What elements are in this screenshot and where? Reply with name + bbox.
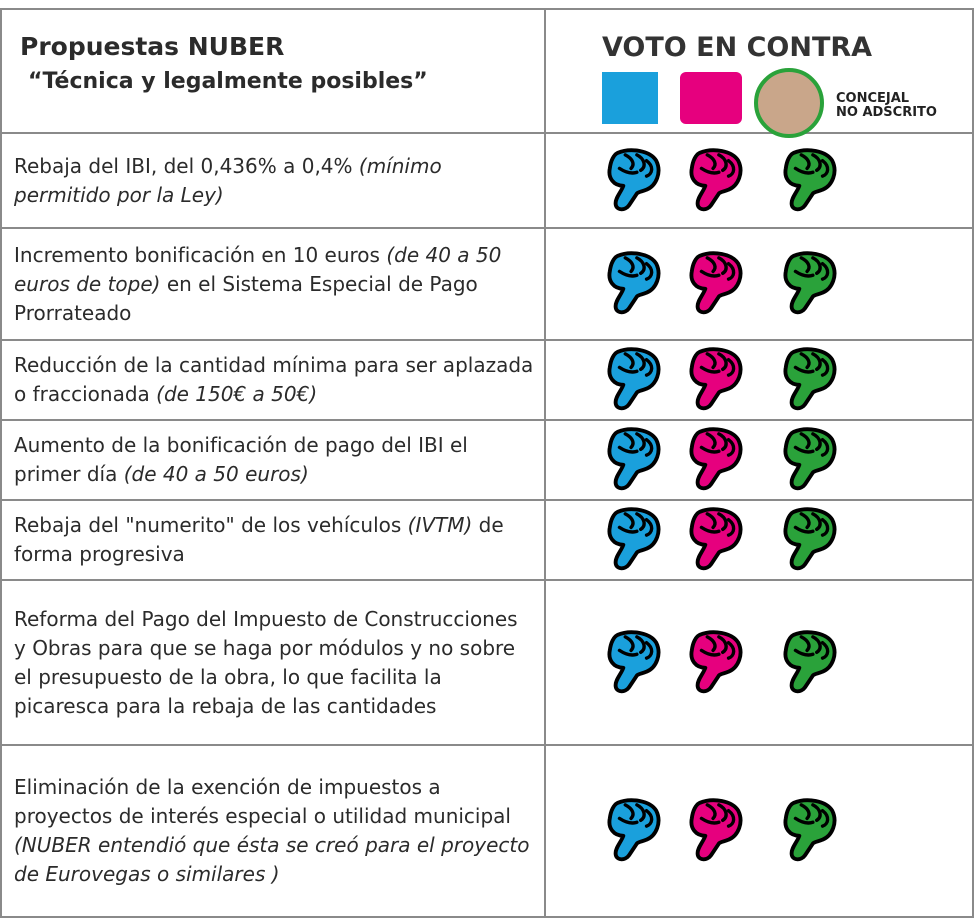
proposal-text: Rebaja del "numerito" de los vehículos (… — [1, 500, 545, 580]
concejal-line: CONCEJAL — [836, 92, 937, 106]
proposal-text: Reducción de la cantidad mínima para ser… — [1, 340, 545, 420]
text-part: Reforma del Pago del Impuesto de Constru… — [14, 607, 518, 718]
text-part: (NUBER entendió que ésta se creó para el… — [14, 833, 529, 886]
votes — [545, 500, 973, 580]
thumb-down — [780, 797, 838, 863]
thumb-down — [686, 147, 744, 213]
thumb-down — [780, 629, 838, 695]
thumb-down — [604, 147, 662, 213]
text-part: (de 40 a 50 euros) — [124, 462, 309, 486]
thumb-down — [686, 250, 744, 316]
title: Propuestas NUBER — [20, 32, 544, 61]
text-part: Rebaja del IBI, del 0,436% a 0,4% — [14, 154, 359, 178]
upyd-logo — [680, 72, 742, 124]
proposal-row: Eliminación de la exención de impuestos … — [1, 745, 973, 917]
table: Propuestas NUBER “Técnica y legalmente p… — [0, 8, 974, 918]
thumb-down — [604, 250, 662, 316]
proposal-row: Aumento de la bonificación de pago del I… — [1, 420, 973, 500]
thumb-down — [780, 250, 838, 316]
proposal-row: Incremento bonificación en 10 euros (de … — [1, 228, 973, 340]
text-part: Eliminación de la exención de impuestos … — [14, 775, 511, 828]
header-row: Propuestas NUBER “Técnica y legalmente p… — [1, 9, 973, 133]
proposal-text: Rebaja del IBI, del 0,436% a 0,4% (mínim… — [1, 133, 545, 228]
thumb-down — [780, 346, 838, 412]
page: Propuestas NUBER “Técnica y legalmente p… — [0, 0, 978, 924]
vote-title: VOTO EN CONTRA — [602, 32, 872, 63]
proposal-text: Incremento bonificación en 10 euros (de … — [1, 228, 545, 340]
proposal-text: Aumento de la bonificación de pago del I… — [1, 420, 545, 500]
votes — [545, 340, 973, 420]
thumb-down — [780, 506, 838, 572]
proposal-row: Reforma del Pago del Impuesto de Constru… — [1, 580, 973, 745]
pp-logo — [602, 72, 658, 124]
thumb-down — [604, 426, 662, 492]
thumb-down — [780, 426, 838, 492]
proposal-text: Eliminación de la exención de impuestos … — [1, 745, 545, 917]
votes — [545, 580, 973, 745]
text-part: (IVTM) — [408, 513, 473, 537]
thumb-down — [686, 346, 744, 412]
thumb-down — [604, 629, 662, 695]
proposal-text: Reforma del Pago del Impuesto de Constru… — [1, 580, 545, 745]
thumb-down — [686, 426, 744, 492]
subtitle: “Técnica y legalmente posibles” — [28, 67, 544, 96]
proposal-row: Rebaja del IBI, del 0,436% a 0,4% (mínim… — [1, 133, 973, 228]
text-part: Rebaja del "numerito" de los vehículos — [14, 513, 408, 537]
text-part: Incremento bonificación en 10 euros — [14, 243, 386, 267]
thumb-down — [604, 506, 662, 572]
thumb-down — [686, 629, 744, 695]
thumb-down — [604, 797, 662, 863]
proposal-row: Rebaja del "numerito" de los vehículos (… — [1, 500, 973, 580]
thumb-down — [686, 506, 744, 572]
concejal-line: NO ADSCRITO — [836, 106, 937, 120]
thumb-down — [780, 147, 838, 213]
concejal-photo — [754, 68, 824, 138]
proposal-row: Reducción de la cantidad mínima para ser… — [1, 340, 973, 420]
thumb-down — [604, 346, 662, 412]
text-part: (de 150€ a 50€) — [156, 382, 317, 406]
votes — [545, 133, 973, 228]
votes — [545, 228, 973, 340]
votes — [545, 420, 973, 500]
thumb-down — [686, 797, 744, 863]
votes — [545, 745, 973, 917]
